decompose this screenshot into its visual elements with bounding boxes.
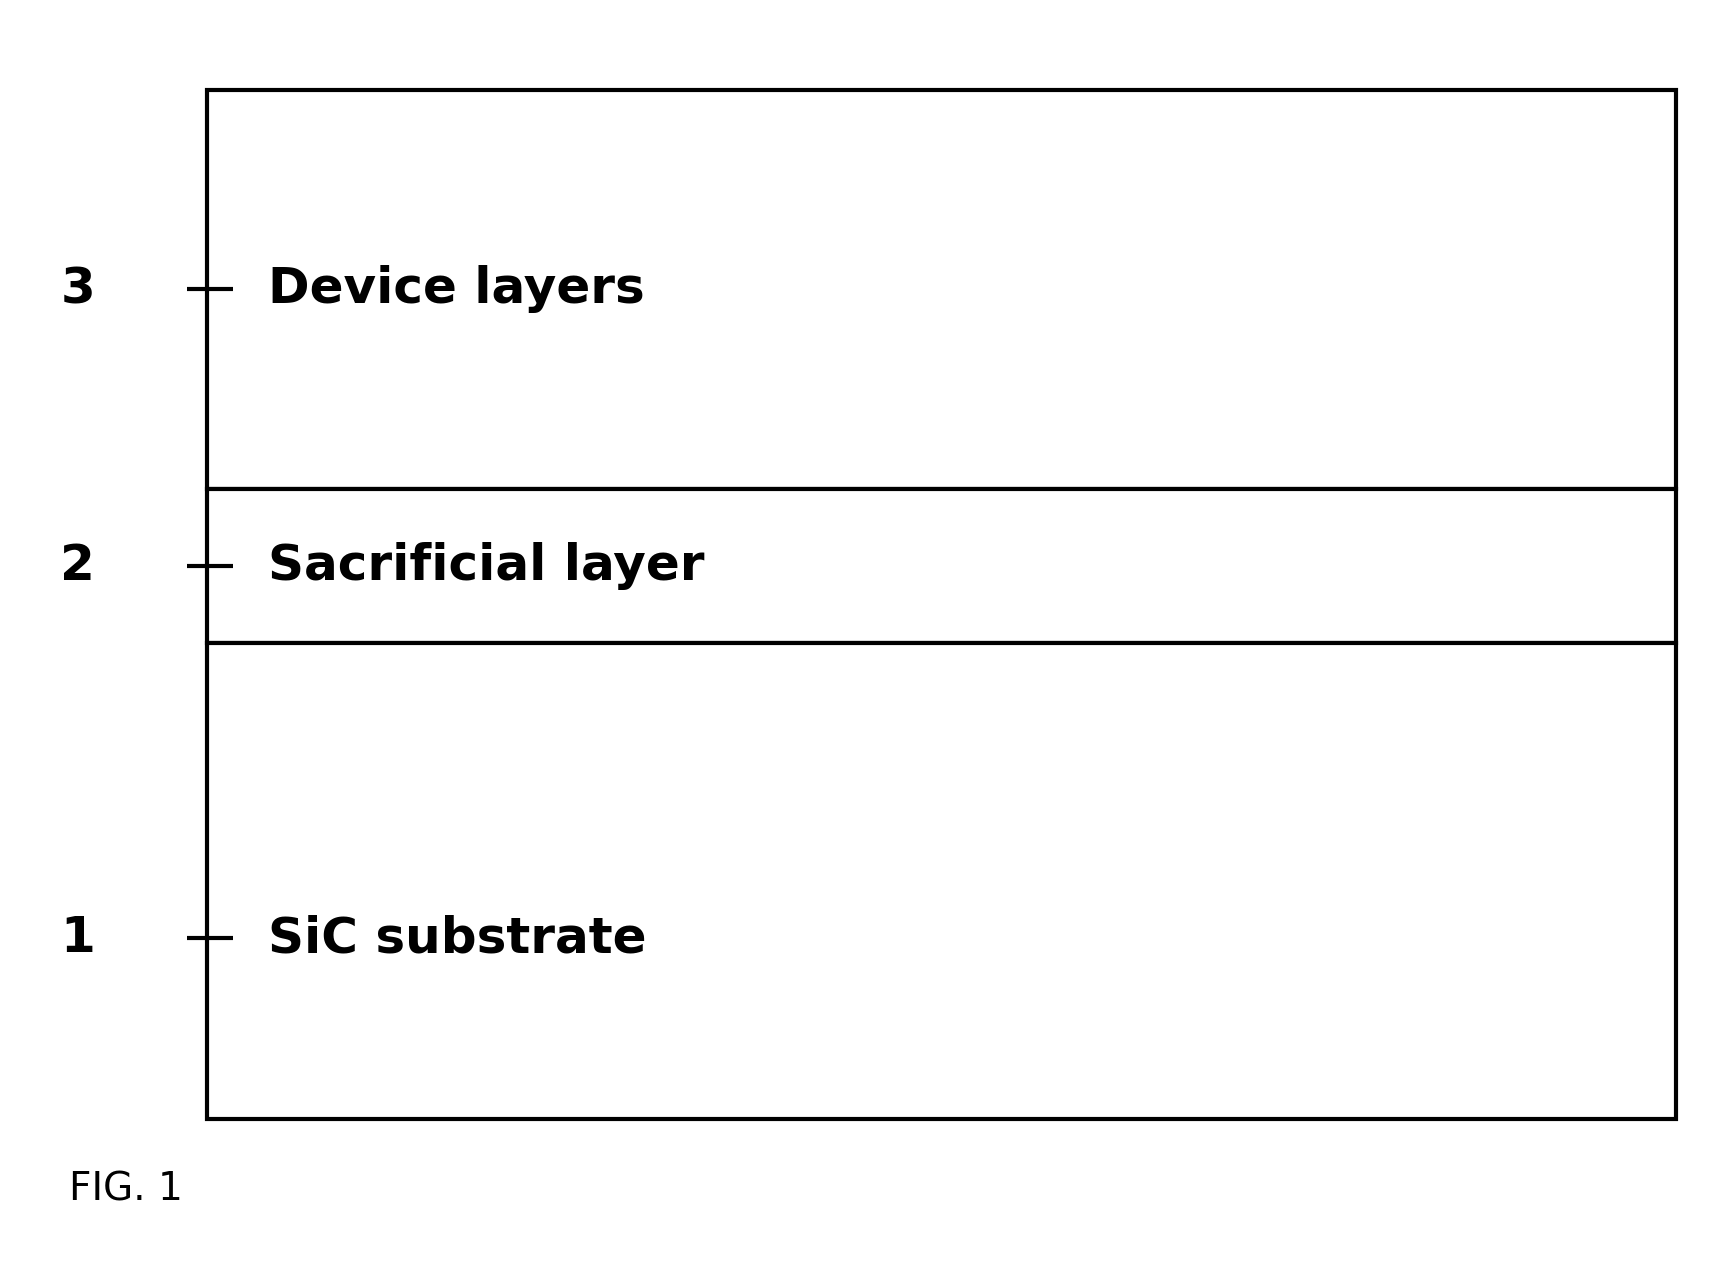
- Text: FIG. 1: FIG. 1: [69, 1170, 183, 1209]
- Text: 3: 3: [60, 265, 95, 314]
- Text: SiC substrate: SiC substrate: [268, 914, 646, 962]
- Text: Device layers: Device layers: [268, 265, 645, 314]
- Bar: [207, 489, 1676, 643]
- Text: 1: 1: [60, 914, 95, 962]
- Text: Sacrificial layer: Sacrificial layer: [268, 541, 705, 590]
- Bar: [207, 90, 1676, 489]
- Bar: [207, 643, 1676, 1119]
- Text: 2: 2: [60, 541, 95, 590]
